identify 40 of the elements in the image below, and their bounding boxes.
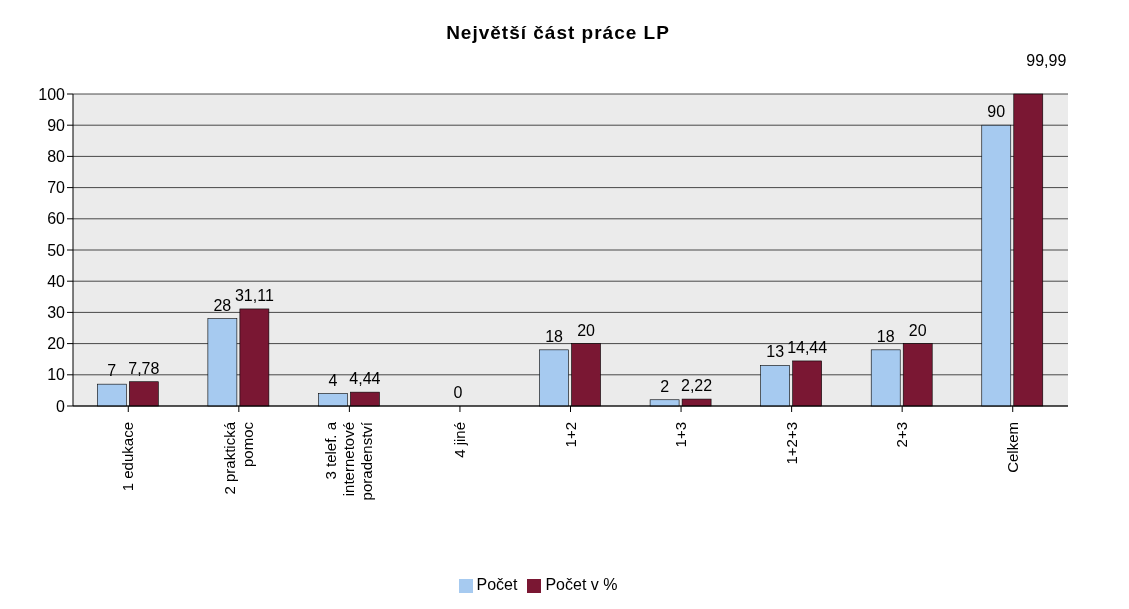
x-tick-label: 1+2 — [561, 422, 579, 448]
legend-label: Počet — [476, 576, 518, 593]
data-label: 2 — [660, 377, 670, 395]
x-tick-label: 4 jiné — [450, 422, 468, 458]
data-label: 90 — [987, 103, 1006, 121]
y-tick-label: 0 — [56, 397, 66, 415]
data-label: 0 — [453, 384, 463, 401]
chart-title: Největší část práce LP — [445, 22, 671, 44]
y-tick-label: 40 — [47, 272, 66, 290]
y-tick-label: 20 — [47, 335, 66, 353]
x-tick-label: 1 edukace — [119, 422, 137, 492]
data-label: 14,44 — [787, 338, 828, 356]
data-label: 20 — [908, 321, 927, 339]
y-tick-label: 10 — [47, 366, 66, 384]
x-tick-label: 2+3 — [893, 422, 911, 448]
x-tick-label: 1+2+3 — [782, 422, 800, 465]
data-label: 18 — [545, 327, 564, 345]
data-label: 18 — [876, 327, 895, 345]
data-label: 7,78 — [128, 359, 160, 377]
legend-label: Počet v % — [545, 576, 618, 593]
data-label: 31,11 — [234, 286, 274, 304]
data-label: 2,22 — [681, 377, 713, 395]
y-tick-label: 90 — [47, 116, 66, 134]
y-tick-label: 60 — [47, 210, 66, 228]
data-label: 13 — [766, 343, 785, 361]
x-tick-label: 3 telef. a internetové poradenství — [322, 421, 376, 501]
y-tick-label: 30 — [47, 304, 66, 322]
data-label: 28 — [213, 296, 232, 314]
x-tick-label: 1+3 — [672, 422, 690, 448]
data-label: 99,99 — [1026, 52, 1067, 70]
x-tick-label: 2 praktická pomoc — [220, 421, 256, 495]
data-label: 4 — [328, 371, 338, 389]
y-tick-label: 80 — [47, 148, 66, 166]
x-tick-label: Celkem — [1003, 422, 1021, 473]
data-label: 4,44 — [349, 370, 381, 388]
y-tick-label: 50 — [47, 241, 66, 259]
data-label: 20 — [577, 321, 596, 339]
y-tick-label: 100 — [38, 85, 66, 103]
data-label: 7 — [107, 362, 117, 380]
y-tick-label: 70 — [47, 179, 66, 197]
